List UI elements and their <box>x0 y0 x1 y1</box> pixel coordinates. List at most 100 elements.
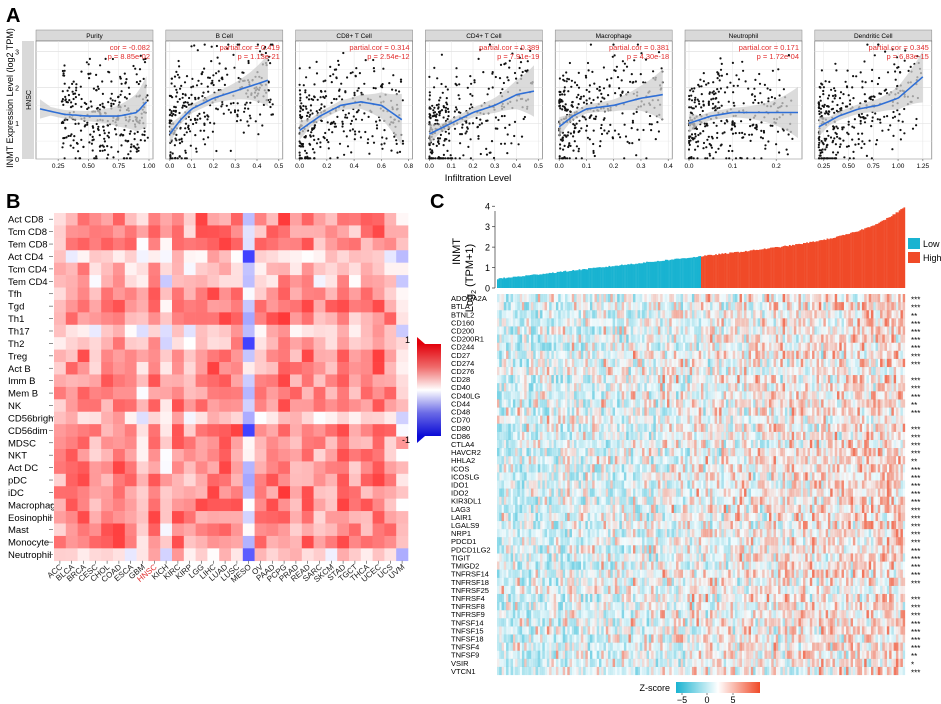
a-point <box>171 152 174 155</box>
a-point <box>893 63 896 66</box>
b-cell <box>301 523 314 537</box>
c-sample-bar <box>663 260 666 288</box>
a-point <box>61 69 64 73</box>
b-cell <box>89 523 102 537</box>
a-point <box>693 98 697 101</box>
b-cell <box>183 523 196 537</box>
c-heat-cell <box>501 294 504 303</box>
c-heat-cell <box>685 318 688 327</box>
a-point <box>299 99 302 102</box>
a-point <box>894 78 897 81</box>
c-heat-cell <box>558 334 561 343</box>
b-cell <box>290 213 303 226</box>
a-point <box>123 96 127 99</box>
a-point <box>825 146 828 149</box>
c-heat-cell <box>549 302 552 311</box>
c-heat-cell <box>902 310 906 319</box>
b-cell <box>360 262 373 276</box>
a-point <box>319 96 322 99</box>
a-point <box>559 107 562 110</box>
a-point <box>194 134 197 137</box>
a-point <box>585 76 588 79</box>
a-point <box>169 154 172 157</box>
c-heat-cell <box>529 335 531 343</box>
c-heat-cell <box>701 318 703 326</box>
c-gene-label: CD40LG <box>451 391 480 400</box>
c-heat-cell <box>667 294 669 302</box>
a-point <box>128 132 131 135</box>
b-cell <box>337 386 350 400</box>
c-sample-bar <box>664 259 667 288</box>
b-cell <box>242 225 255 239</box>
c-sample-bar <box>589 268 592 288</box>
a-point <box>771 69 775 72</box>
c-heat-cell <box>542 302 545 311</box>
b-cell <box>231 461 244 475</box>
b-cell <box>384 436 397 450</box>
b-cell <box>290 424 303 437</box>
a-point <box>702 72 705 75</box>
c-heat-cell <box>673 342 677 351</box>
a-point <box>80 138 83 141</box>
c-heat-cell <box>834 326 838 335</box>
c-heat-cell <box>882 310 885 319</box>
a-point <box>333 125 336 128</box>
c-heat-cell <box>861 326 865 335</box>
a-point <box>378 119 381 122</box>
a-point <box>778 94 781 97</box>
b-cell <box>301 349 314 363</box>
c-heat-cell <box>574 318 577 327</box>
a-point <box>399 78 403 81</box>
a-point <box>309 113 312 116</box>
a-point <box>338 95 341 98</box>
c-heat-cell <box>587 326 591 335</box>
a-point <box>349 72 352 75</box>
a-point <box>710 146 714 149</box>
a-point <box>513 120 517 123</box>
c-bar-ytick-label: 3 <box>485 222 490 232</box>
b-cell <box>349 213 362 226</box>
c-heat-cell <box>649 343 651 351</box>
b-cell <box>254 337 267 350</box>
c-heat-cell <box>789 334 792 343</box>
a-point <box>631 81 634 84</box>
b-cell <box>77 250 90 263</box>
b-cell <box>313 448 326 462</box>
a-point <box>636 128 639 131</box>
c-heat-cell <box>841 326 844 335</box>
b-cell <box>290 511 303 524</box>
a-point <box>223 83 226 86</box>
a-point <box>599 140 602 143</box>
c-sample-bar <box>749 250 752 288</box>
c-heat-cell <box>503 294 507 303</box>
c-heat-cell <box>764 310 767 319</box>
b-cell <box>183 225 196 239</box>
c-heat-cell <box>814 294 817 303</box>
a-point <box>299 116 302 119</box>
a-point <box>446 118 449 121</box>
c-heat-cell <box>526 334 529 343</box>
c-heat-cell <box>503 326 507 335</box>
b-cell <box>54 548 67 562</box>
a-point <box>445 97 448 100</box>
b-cell <box>254 262 267 276</box>
c-heat-cell <box>778 294 781 303</box>
a-point <box>760 121 763 124</box>
c-heat-cell <box>610 326 613 335</box>
c-heat-cell <box>562 342 566 351</box>
c-heat-cell <box>834 342 838 351</box>
c-heat-cell <box>875 294 878 303</box>
c-heat-cell <box>800 326 804 335</box>
b-cell <box>183 362 196 375</box>
b-cell <box>301 374 314 388</box>
a-point <box>358 72 361 75</box>
c-heat-cell <box>574 335 576 343</box>
a-point <box>428 157 431 160</box>
a-point <box>852 157 855 160</box>
b-cell <box>372 461 385 475</box>
c-heat-cell <box>519 302 523 311</box>
b-cell <box>231 448 244 462</box>
c-heat-cell <box>691 342 695 351</box>
c-heat-cell <box>682 326 686 335</box>
b-cell <box>231 250 244 263</box>
